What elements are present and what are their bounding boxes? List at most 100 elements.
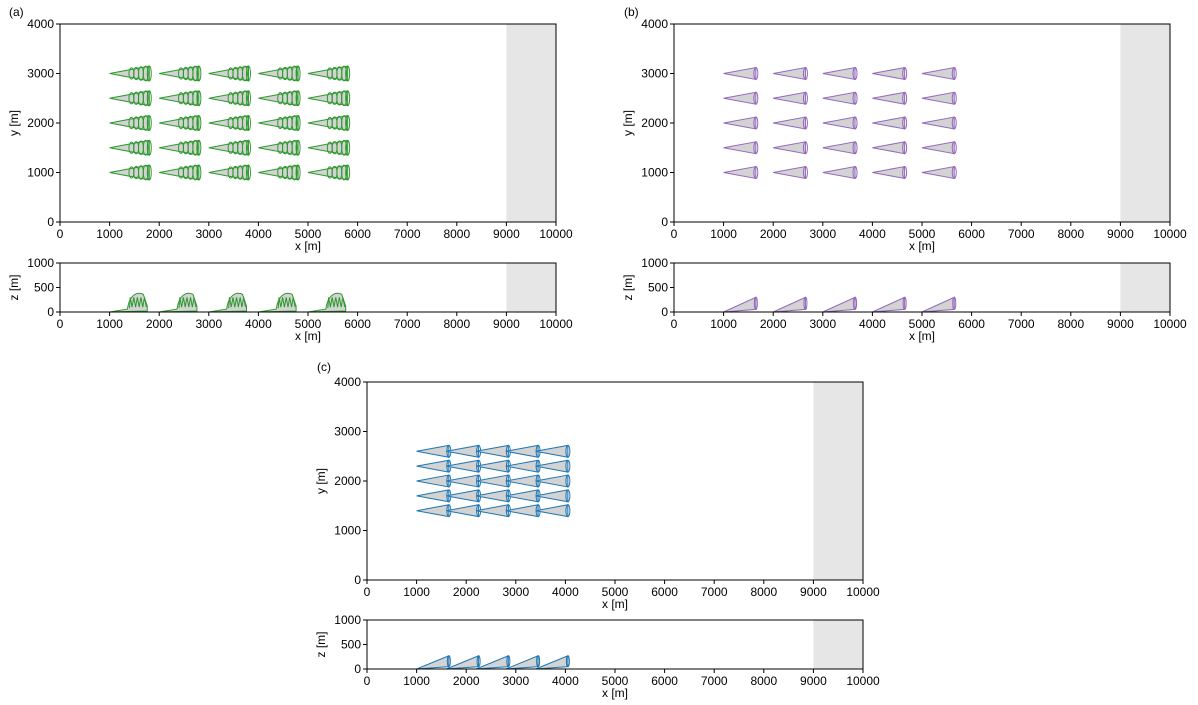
panel-c-xy-ytick-label: 0 bbox=[354, 573, 361, 587]
panel-a-xy-trajectory bbox=[208, 65, 251, 82]
panel-c-xz-ytick-label: 500 bbox=[341, 638, 361, 652]
panel-a-xy-xtick-label: 4000 bbox=[245, 227, 272, 241]
panel-b-xz-ytick-label: 500 bbox=[648, 281, 668, 295]
panel-c-xy-trajectory bbox=[535, 474, 571, 488]
panel-c-xy-trajectory bbox=[535, 459, 571, 473]
panel-c-xy-shaded-zone bbox=[813, 382, 863, 580]
panel-c-xz-xtick-label: 8000 bbox=[750, 674, 777, 688]
panel-b-xy-trajectory bbox=[773, 91, 808, 105]
panel-c-xy-ylabel: y [m] bbox=[314, 468, 328, 494]
panel-a-xy-trajectory bbox=[109, 90, 152, 107]
panel-c-xy-xtick-label: 10000 bbox=[846, 585, 880, 599]
panel-a-xz-trajectory bbox=[258, 292, 297, 313]
panel-c-label: (c) bbox=[317, 360, 331, 374]
panel-b-xy-trajectory bbox=[921, 66, 957, 81]
panel-b-xz-trajectory bbox=[822, 296, 858, 313]
panel-a-xz-trajectory bbox=[307, 292, 347, 313]
panel-c-xy-xtick-label: 7000 bbox=[701, 585, 728, 599]
panel-a-xy-ytick-label: 4000 bbox=[27, 17, 54, 31]
panel-c-xy-trajectory bbox=[505, 474, 541, 488]
panel-c-xy-xtick-label: 5000 bbox=[602, 585, 629, 599]
panel-b-xy-frame bbox=[673, 23, 1171, 223]
panel-a-xz-xtick-label: 2000 bbox=[146, 317, 173, 331]
panel-c-xy-frame bbox=[366, 381, 864, 581]
panel-a-xy-trajectory bbox=[307, 114, 351, 132]
panel-c-xz-shaded-zone bbox=[813, 620, 863, 669]
panel-c-xy-trajectory bbox=[505, 459, 541, 473]
panel-a-xy-trajectory bbox=[307, 164, 351, 181]
panel-a-xy-xtick-label: 3000 bbox=[195, 227, 222, 241]
panel-a-xy-trajectory bbox=[208, 139, 251, 156]
panel-c-xy-trajectory bbox=[416, 504, 452, 518]
panel-b-xy-ytick-label: 1000 bbox=[641, 166, 668, 180]
panel-c-xy-trajectory bbox=[505, 504, 541, 518]
panel-a-xz-shaded-zone bbox=[506, 263, 556, 312]
panel-a-xy-xtick-label: 2000 bbox=[146, 227, 173, 241]
panel-a-xy-xtick-label: 7000 bbox=[394, 227, 421, 241]
panel-b-xy-trajectory bbox=[822, 91, 858, 105]
panel-b-xy-ytick-label: 0 bbox=[661, 215, 668, 229]
panel-b-xz-xtick-label: 9000 bbox=[1107, 317, 1134, 331]
panel-a-xy-trajectory bbox=[307, 139, 351, 156]
panel-b-xy-xtick-label: 1000 bbox=[710, 227, 737, 241]
panel-a-xy-trajectory bbox=[109, 139, 152, 156]
panel-b-xy-trajectory bbox=[872, 66, 908, 81]
panel-b-xy-shaded-zone bbox=[1120, 24, 1170, 222]
panel-a-xz-xtick-label: 9000 bbox=[493, 317, 520, 331]
panel-b-xz-trajectory bbox=[872, 296, 907, 313]
panel-b-xy-trajectory bbox=[723, 141, 759, 155]
panel-c-xz-xtick-label: 0 bbox=[364, 674, 371, 688]
panel-a-xz-xtick-label: 4000 bbox=[245, 317, 272, 331]
panel-a-xz-trajectory bbox=[208, 292, 247, 313]
panel-a-xy-xtick-label: 1000 bbox=[96, 227, 123, 241]
panel-a-xy-xlabel: x [m] bbox=[295, 239, 321, 253]
panel-b-xy-xlabel: x [m] bbox=[909, 239, 935, 253]
panel-b-xz-xtick-label: 6000 bbox=[958, 317, 985, 331]
panel-a-xy-trajectory bbox=[159, 65, 202, 82]
panel-b-xy-xtick-label: 6000 bbox=[958, 227, 985, 241]
panel-b-xy-trajectory bbox=[822, 165, 858, 180]
panel-b-xz-xtick-label: 1000 bbox=[710, 317, 737, 331]
panel-c-xz-xtick-label: 5000 bbox=[602, 674, 629, 688]
panel-a-xz-ytick-label: 0 bbox=[47, 305, 54, 319]
panel-b-xz-trajectory bbox=[921, 296, 957, 313]
panel-b-xy-ylabel: y [m] bbox=[621, 110, 635, 136]
panel-b-xy-ytick-label: 3000 bbox=[641, 67, 668, 81]
panel-b-xy-xtick-label: 4000 bbox=[859, 227, 886, 241]
panel-a-xy-xtick-label: 8000 bbox=[443, 227, 470, 241]
panel-a-xy-xtick-label: 10000 bbox=[539, 227, 573, 241]
panel-a-xy-trajectory bbox=[159, 90, 202, 107]
panel-c-xy-ytick-label: 1000 bbox=[334, 524, 361, 538]
panel-b-xy-trajectory bbox=[822, 141, 858, 155]
panel-a-xz-ytick-label: 500 bbox=[34, 281, 54, 295]
panel-a-xz-xtick-label: 6000 bbox=[344, 317, 371, 331]
panel-b-xy-trajectory bbox=[723, 91, 759, 105]
panel-c-xz-xlabel: x [m] bbox=[602, 686, 628, 700]
panel-a-xy-xtick-label: 9000 bbox=[493, 227, 520, 241]
panel-a-xy-trajectory bbox=[258, 164, 301, 181]
panel-a-xz-xtick-label: 7000 bbox=[394, 317, 421, 331]
panel-c-xy-trajectory bbox=[476, 444, 511, 458]
panel-b-label: (b) bbox=[624, 5, 639, 19]
panel-c-xy-xtick-label: 3000 bbox=[502, 585, 529, 599]
panel-b-xz-xtick-label: 0 bbox=[671, 317, 678, 331]
panel-c-xz-xtick-label: 10000 bbox=[846, 674, 880, 688]
panel-a-xz-xlabel: x [m] bbox=[295, 329, 321, 343]
panel-a-xy-trajectory bbox=[208, 90, 251, 107]
panel-b-xy-trajectory bbox=[872, 141, 908, 155]
panel-b-xz-trajectory bbox=[723, 296, 758, 313]
panel-a-xy-ytick-label: 3000 bbox=[27, 67, 54, 81]
panel-a-xz-xtick-label: 3000 bbox=[195, 317, 222, 331]
panel-c-xz-xtick-label: 6000 bbox=[651, 674, 678, 688]
panel-a-xy-ytick-label: 0 bbox=[47, 215, 54, 229]
panel-b-xy-xtick-label: 8000 bbox=[1057, 227, 1084, 241]
panel-b-xz-frame bbox=[673, 262, 1171, 313]
panel-c-xz-xtick-label: 1000 bbox=[403, 674, 430, 688]
panel-c-xz-xtick-label: 3000 bbox=[502, 674, 529, 688]
panel-c-xz-ytick-label: 0 bbox=[354, 662, 361, 676]
panel-c-xz-xtick-label: 7000 bbox=[701, 674, 728, 688]
panel-b-xy-trajectory bbox=[921, 165, 957, 180]
panel-a-xz-xtick-label: 8000 bbox=[443, 317, 470, 331]
panel-c-xy-trajectory bbox=[505, 489, 541, 503]
panel-b-xy-xtick-label: 5000 bbox=[909, 227, 936, 241]
